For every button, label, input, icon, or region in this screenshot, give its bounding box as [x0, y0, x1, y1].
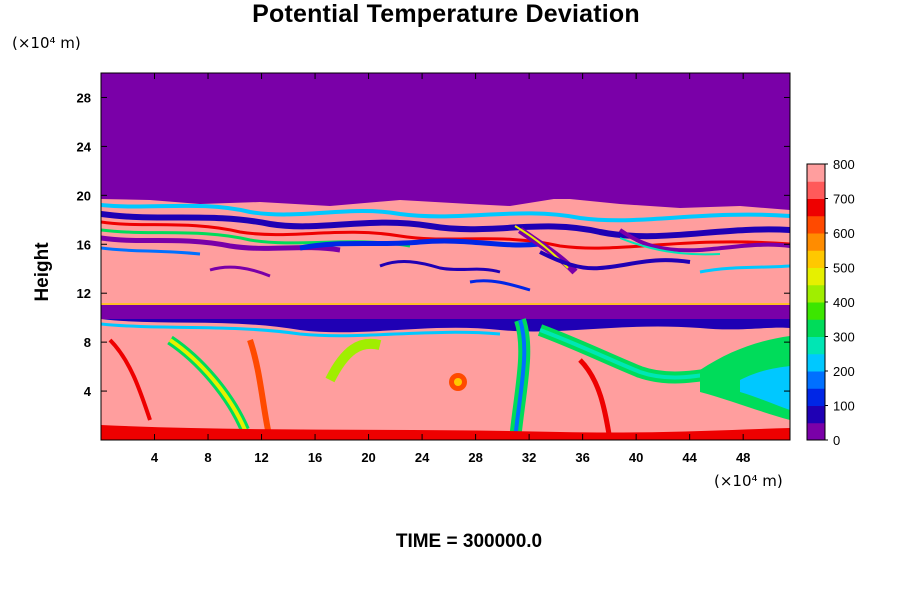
x-tick-label: 20 — [361, 450, 375, 465]
x-tick-label: 48 — [736, 450, 750, 465]
time-label: TIME = 300000.0 — [395, 531, 543, 552]
colorbar-swatch — [807, 336, 825, 355]
colorbar-tick-label: 100 — [833, 399, 855, 414]
colorbar-swatch — [807, 233, 825, 251]
colorbar-swatch — [807, 371, 825, 389]
x-tick-label: 44 — [682, 450, 697, 465]
colorbar-swatch — [807, 388, 825, 406]
x-tick-label: 32 — [522, 450, 536, 465]
colorbar-swatch — [807, 267, 825, 286]
y-tick-label: 12 — [77, 286, 91, 301]
layer-upper-turbulent-band — [101, 203, 790, 292]
upper-boundary — [101, 198, 790, 210]
colorbar-tick-label: 700 — [833, 192, 855, 207]
colorbar-tick-label: 600 — [833, 226, 855, 241]
colorbar: 0 100 200 300 400 500 600 700 800 — [806, 157, 855, 448]
layer-lower-convective — [101, 318, 790, 440]
colorbar-tick-label: 800 — [833, 157, 855, 172]
y-tick-label: 16 — [77, 237, 91, 252]
colorbar-tick-label: 200 — [833, 364, 855, 379]
colorbar-swatch — [807, 405, 825, 424]
x-tick-label: 8 — [204, 450, 211, 465]
y-axis-unit: (×10⁴ m) — [12, 34, 81, 52]
colorbar-tick-label: 400 — [833, 295, 855, 310]
colorbar-swatch — [807, 302, 825, 320]
x-tick-label: 4 — [151, 450, 159, 465]
y-tick-label: 28 — [77, 90, 91, 105]
x-axis-unit: (×10⁴ m) — [714, 472, 783, 490]
x-axis-ticks: 4 8 12 16 20 24 28 32 36 40 44 48 — [151, 73, 750, 465]
colorbar-tick-label: 300 — [833, 330, 855, 345]
colorbar-tick-label: 500 — [833, 261, 855, 276]
y-tick-label: 20 — [77, 188, 91, 203]
layer-thin-cool — [101, 303, 790, 338]
x-tick-label: 24 — [415, 450, 430, 465]
colorbar-tick-label: 0 — [833, 433, 840, 448]
colorbar-swatch — [807, 422, 825, 441]
x-tick-label: 28 — [468, 450, 482, 465]
y-tick-label: 8 — [84, 335, 91, 350]
colorbar-swatch — [807, 198, 825, 217]
x-tick-label: 36 — [575, 450, 589, 465]
x-tick-label: 40 — [629, 450, 643, 465]
colorbar-swatch — [807, 284, 825, 303]
x-tick-label: 16 — [308, 450, 322, 465]
colorbar-swatch — [807, 353, 825, 372]
layer-upper-uniform — [101, 73, 790, 199]
colorbar-swatch — [807, 250, 825, 268]
colorbar-swatch — [807, 319, 825, 337]
y-tick-label: 24 — [77, 139, 92, 154]
x-tick-label: 12 — [254, 450, 268, 465]
plot-frame — [100, 72, 791, 441]
y-tick-label: 4 — [84, 384, 92, 399]
y-axis-ticks: 4 8 12 16 20 24 28 — [77, 90, 790, 399]
heatmap-field — [101, 73, 790, 440]
colorbar-swatch — [807, 215, 825, 234]
colorbar-swatch — [807, 181, 825, 199]
chart-title: Potential Temperature Deviation — [252, 0, 640, 28]
colorbar-swatch — [807, 164, 825, 182]
